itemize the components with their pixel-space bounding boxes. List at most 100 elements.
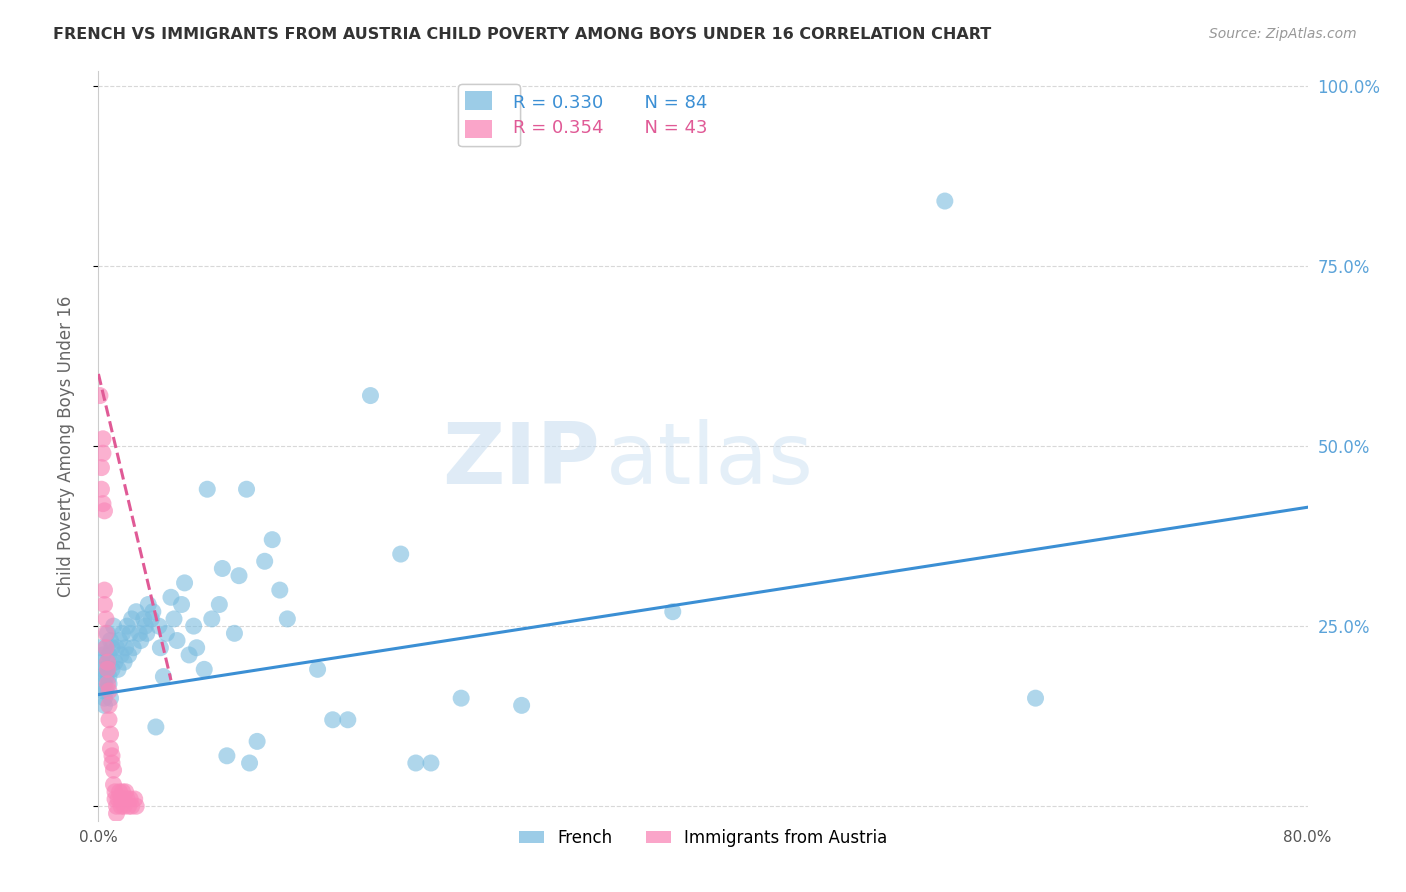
Point	[124, 792, 146, 806]
Point	[186, 640, 208, 655]
Point	[90, 655, 112, 669]
Point	[96, 662, 118, 676]
Text: ZIP: ZIP	[443, 419, 600, 502]
Point	[155, 626, 177, 640]
Point	[103, 619, 125, 633]
Point	[211, 561, 233, 575]
Point	[100, 741, 122, 756]
Point	[94, 669, 117, 683]
Point	[114, 640, 136, 655]
Point	[100, 727, 122, 741]
Point	[101, 756, 124, 770]
Point	[93, 677, 115, 691]
Point	[179, 648, 201, 662]
Point	[91, 684, 114, 698]
Text: N = 43: N = 43	[633, 120, 707, 137]
Point	[91, 432, 114, 446]
Point	[120, 626, 142, 640]
Point	[98, 713, 121, 727]
Point	[170, 598, 193, 612]
Point	[93, 583, 115, 598]
Point	[307, 662, 329, 676]
Point	[163, 612, 186, 626]
Point	[183, 619, 205, 633]
Legend: French, Immigrants from Austria: French, Immigrants from Austria	[512, 822, 894, 854]
Point	[100, 691, 122, 706]
Point	[661, 605, 683, 619]
Point	[94, 612, 117, 626]
Point	[121, 612, 143, 626]
Point	[89, 640, 111, 655]
Point	[98, 677, 121, 691]
Point	[98, 698, 121, 713]
Text: N = 84: N = 84	[633, 94, 707, 112]
Point	[322, 713, 344, 727]
Point	[149, 640, 172, 655]
Point	[104, 655, 127, 669]
Point	[122, 640, 145, 655]
Point	[215, 748, 238, 763]
Point	[129, 633, 152, 648]
Text: FRENCH VS IMMIGRANTS FROM AUSTRIA CHILD POVERTY AMONG BOYS UNDER 16 CORRELATION : FRENCH VS IMMIGRANTS FROM AUSTRIA CHILD …	[53, 27, 991, 42]
Point	[110, 648, 132, 662]
Point	[90, 669, 112, 683]
Point	[101, 748, 124, 763]
Point	[224, 626, 246, 640]
Point	[201, 612, 224, 626]
Point	[110, 792, 132, 806]
Point	[96, 655, 118, 669]
Point	[208, 598, 231, 612]
Point	[142, 605, 165, 619]
Point	[110, 799, 132, 814]
Point	[152, 669, 174, 683]
Point	[450, 691, 472, 706]
Point	[195, 482, 218, 496]
Point	[98, 648, 121, 662]
Point	[91, 497, 114, 511]
Point	[269, 583, 291, 598]
Point	[141, 612, 163, 626]
Point	[239, 756, 262, 770]
Point	[91, 446, 114, 460]
Point	[276, 612, 298, 626]
Point	[228, 568, 250, 582]
Point	[103, 778, 125, 792]
Point	[136, 598, 159, 612]
Point	[94, 640, 117, 655]
Point	[98, 684, 121, 698]
Point	[173, 575, 195, 590]
Point	[128, 626, 150, 640]
Point	[96, 677, 118, 691]
Point	[125, 605, 148, 619]
Point	[107, 792, 129, 806]
Point	[94, 640, 117, 655]
Point	[103, 763, 125, 777]
Point	[114, 785, 136, 799]
Point	[262, 533, 284, 547]
Point	[166, 633, 188, 648]
Point	[160, 591, 183, 605]
Point	[90, 460, 112, 475]
Point	[108, 633, 131, 648]
Point	[89, 388, 111, 402]
Point	[91, 662, 114, 676]
Point	[253, 554, 276, 568]
Point	[235, 482, 257, 496]
Point	[98, 669, 121, 683]
Point	[107, 662, 129, 676]
Point	[111, 792, 134, 806]
Point	[145, 720, 167, 734]
Point	[108, 785, 131, 799]
Point	[135, 626, 157, 640]
Point	[93, 691, 115, 706]
Point	[193, 662, 215, 676]
Point	[120, 792, 142, 806]
Point	[94, 626, 117, 640]
Point	[96, 655, 118, 669]
Text: atlas: atlas	[606, 419, 814, 502]
Point	[101, 640, 124, 655]
Point	[1024, 691, 1046, 706]
Point	[115, 792, 138, 806]
Point	[112, 655, 135, 669]
Point	[115, 619, 138, 633]
